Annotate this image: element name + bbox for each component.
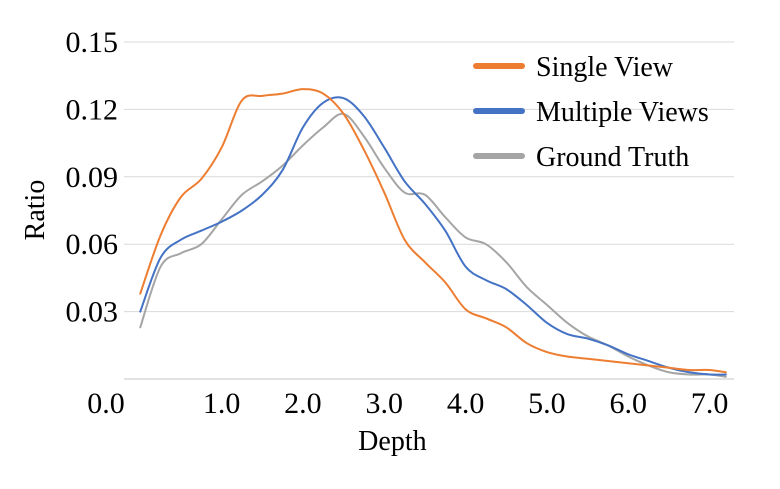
x-tick-label: 3.0 xyxy=(366,387,404,420)
x-tick-label: 2.0 xyxy=(284,387,322,420)
y-tick-label: 0.03 xyxy=(66,296,119,329)
series-line-ground-truth xyxy=(139,112,727,378)
x-tick-label: 1.0 xyxy=(203,387,241,420)
origin-tick-label: 0.0 xyxy=(87,387,125,420)
legend: Single View Multiple Views Ground Truth xyxy=(473,52,709,173)
y-tick-label: 0.09 xyxy=(66,161,119,194)
y-axis-title: Ratio xyxy=(20,180,51,241)
series-line-multiple-views xyxy=(139,96,727,376)
x-tick-label: 6.0 xyxy=(610,387,648,420)
y-tick-label: 0.15 xyxy=(66,26,119,59)
y-tick-label: 0.12 xyxy=(66,93,119,126)
legend-label-multiple-views: Multiple Views xyxy=(536,97,709,128)
x-tick-label: 4.0 xyxy=(447,387,485,420)
series-lines xyxy=(139,88,727,378)
series-line-single-view xyxy=(139,88,727,374)
axes: 0.03 0.06 0.09 0.12 0.15 0.0 1.0 2.0 3.0 4.0 5.0 6.… xyxy=(20,26,734,457)
x-tick-label: 5.0 xyxy=(528,387,566,420)
gridlines xyxy=(124,41,734,313)
legend-label-single-view: Single View xyxy=(536,52,674,83)
x-tick-label: 7.0 xyxy=(691,387,729,420)
x-axis-title: Depth xyxy=(358,426,426,457)
y-tick-label: 0.06 xyxy=(66,228,119,261)
legend-label-ground-truth: Ground Truth xyxy=(536,142,689,173)
